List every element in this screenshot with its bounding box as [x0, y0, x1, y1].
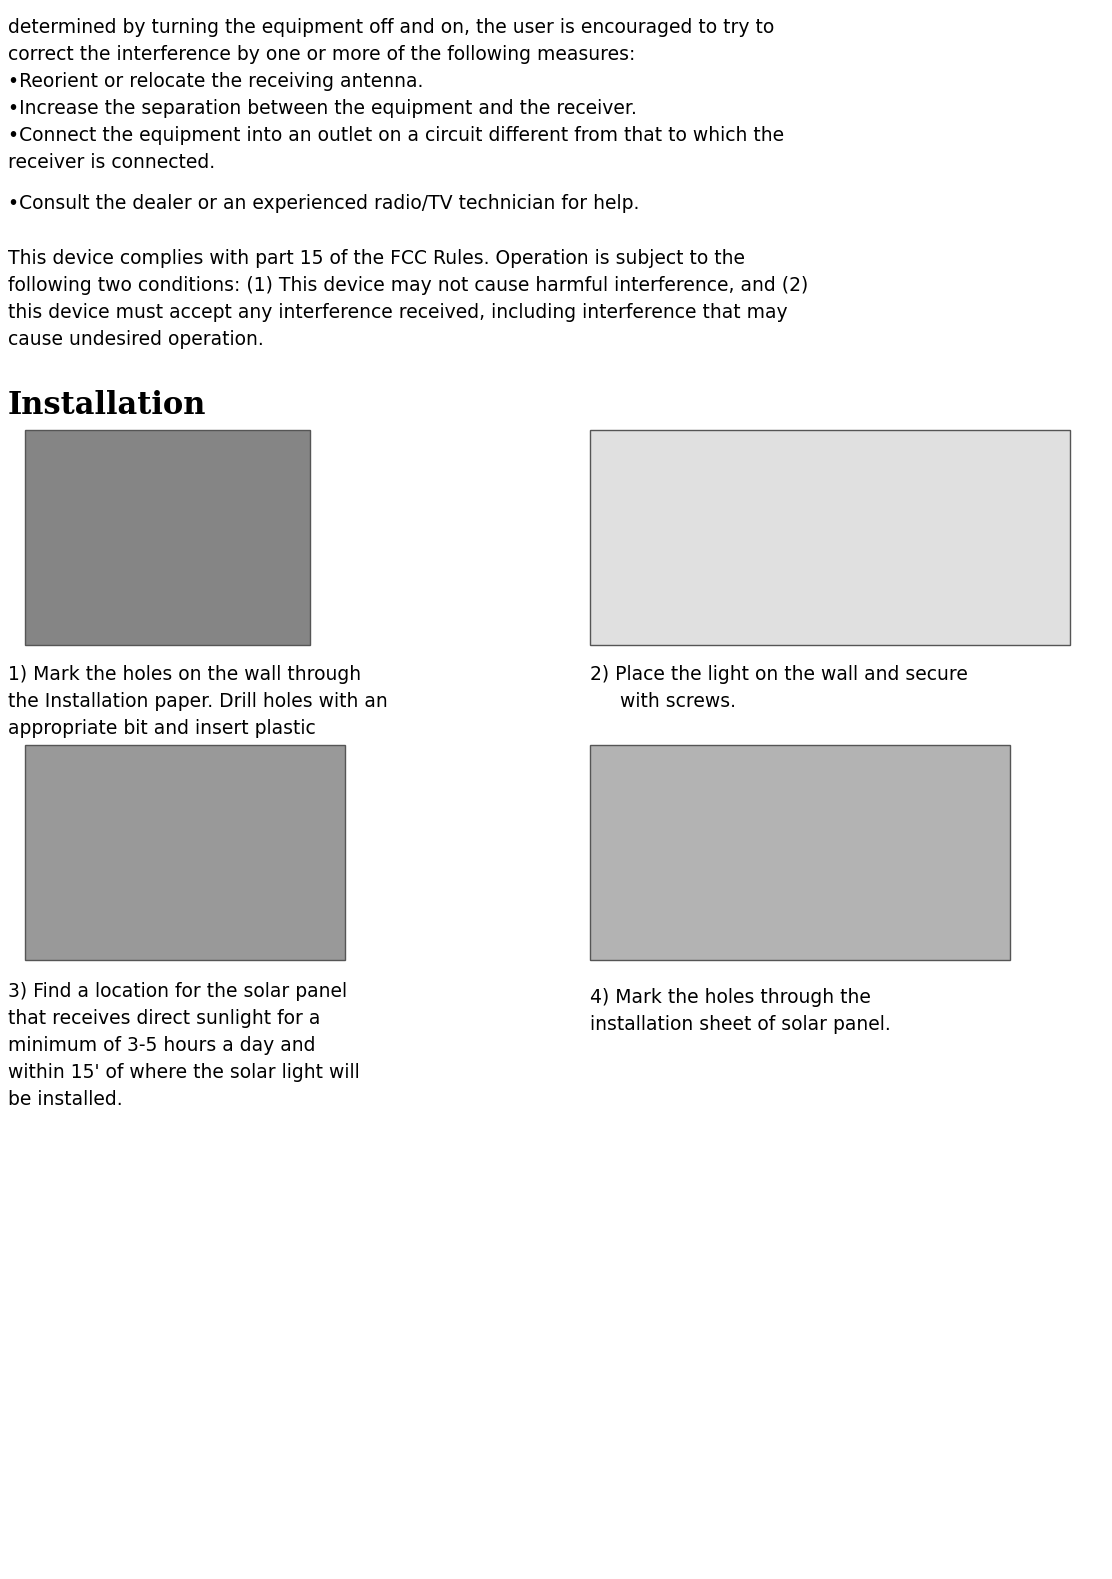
- Text: within 15' of where the solar light will: within 15' of where the solar light will: [8, 1063, 360, 1082]
- Text: •Connect the equipment into an outlet on a circuit different from that to which : •Connect the equipment into an outlet on…: [8, 126, 784, 145]
- Text: with screws.: with screws.: [590, 692, 736, 711]
- Text: appropriate bit and insert plastic: appropriate bit and insert plastic: [8, 718, 316, 737]
- Text: following two conditions: (1) This device may not cause harmful interference, an: following two conditions: (1) This devic…: [8, 276, 808, 295]
- Text: this device must accept any interference received, including interference that m: this device must accept any interference…: [8, 303, 787, 322]
- Text: determined by turning the equipment off and on, the user is encouraged to try to: determined by turning the equipment off …: [8, 17, 774, 36]
- Text: receiver is connected.: receiver is connected.: [8, 153, 215, 172]
- Text: minimum of 3-5 hours a day and: minimum of 3-5 hours a day and: [8, 1036, 316, 1055]
- Text: cause undesired operation.: cause undesired operation.: [8, 330, 264, 349]
- Bar: [24, 745, 345, 960]
- Text: that receives direct sunlight for a: that receives direct sunlight for a: [8, 1009, 320, 1028]
- Bar: [590, 429, 1070, 644]
- Bar: [590, 745, 1010, 960]
- Text: installation sheet of solar panel.: installation sheet of solar panel.: [590, 1015, 891, 1034]
- Text: •Reorient or relocate the receiving antenna.: •Reorient or relocate the receiving ante…: [8, 73, 424, 92]
- Text: the Installation paper. Drill holes with an: the Installation paper. Drill holes with…: [8, 692, 388, 711]
- Bar: [24, 429, 310, 644]
- Text: 3) Find a location for the solar panel: 3) Find a location for the solar panel: [8, 982, 347, 1001]
- Text: This device complies with part 15 of the FCC Rules. Operation is subject to the: This device complies with part 15 of the…: [8, 249, 745, 268]
- Text: 4) Mark the holes through the: 4) Mark the holes through the: [590, 988, 871, 1007]
- Text: •Consult the dealer or an experienced radio/TV technician for help.: •Consult the dealer or an experienced ra…: [8, 194, 639, 213]
- Text: •Increase the separation between the equipment and the receiver.: •Increase the separation between the equ…: [8, 99, 637, 118]
- Text: be installed.: be installed.: [8, 1090, 122, 1108]
- Text: correct the interference by one or more of the following measures:: correct the interference by one or more …: [8, 44, 635, 65]
- Text: Installation: Installation: [8, 390, 207, 422]
- Text: 1) Mark the holes on the wall through: 1) Mark the holes on the wall through: [8, 665, 361, 684]
- Text: 2) Place the light on the wall and secure: 2) Place the light on the wall and secur…: [590, 665, 967, 684]
